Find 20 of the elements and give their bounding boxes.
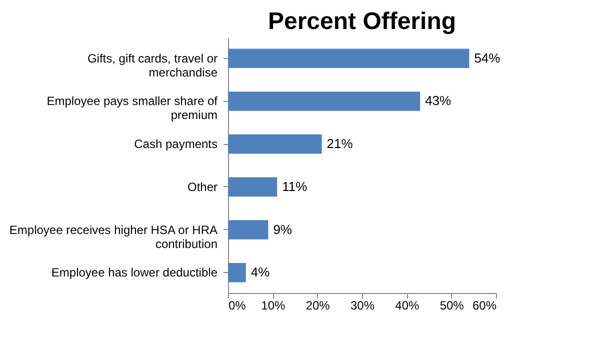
data-label: 54% bbox=[474, 50, 501, 66]
data-label: 9% bbox=[273, 222, 292, 237]
data-label: 43% bbox=[425, 93, 452, 108]
x-tick-label: 40% bbox=[395, 298, 420, 312]
data-label: 21% bbox=[326, 136, 354, 152]
x-tick-label: 10% bbox=[261, 298, 286, 312]
y-tick-label: Other bbox=[187, 180, 218, 194]
y-tick-label: Employee receives higher HSA or HRA contribution bbox=[9, 222, 218, 251]
y-tick-label: Gifts, gift cards, travel or merchandise bbox=[87, 51, 218, 80]
x-tick-label: 60% bbox=[472, 298, 497, 312]
x-tick-label: 0% bbox=[228, 298, 246, 312]
data-label: 11% bbox=[282, 178, 308, 194]
chart-title: Percent Offering bbox=[268, 8, 456, 35]
x-tick-label: 20% bbox=[306, 298, 330, 312]
data-label: 4% bbox=[250, 264, 270, 280]
y-tick-label: Cash payments bbox=[134, 137, 218, 152]
y-tick-label: Employee pays smaller share of premium bbox=[46, 94, 218, 122]
x-tick-label: 50% bbox=[440, 298, 464, 312]
x-tick-label: 30% bbox=[350, 298, 375, 312]
y-tick-label: Employee has lower deductible bbox=[51, 266, 218, 280]
